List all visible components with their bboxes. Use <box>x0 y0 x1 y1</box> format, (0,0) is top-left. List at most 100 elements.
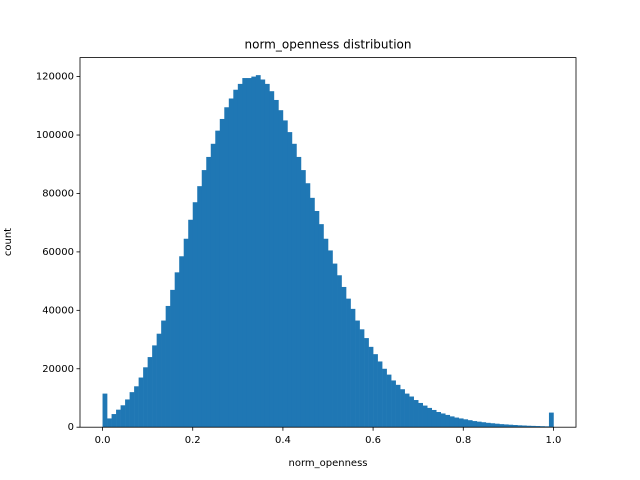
bar <box>291 143 297 428</box>
bar <box>427 407 433 428</box>
bar <box>210 143 216 428</box>
bar <box>481 422 487 428</box>
bar <box>409 396 414 428</box>
bar <box>535 426 541 428</box>
bar <box>309 197 315 428</box>
chart-title: norm_openness distribution <box>245 38 412 52</box>
bar <box>404 393 410 428</box>
bar <box>111 414 117 428</box>
bar <box>517 425 523 428</box>
bar <box>364 338 369 428</box>
bar <box>391 380 396 428</box>
bar <box>350 308 356 428</box>
bar <box>224 107 230 428</box>
bar <box>296 156 302 428</box>
bar <box>368 346 374 428</box>
bar <box>134 386 139 428</box>
bar <box>107 418 112 428</box>
bar <box>539 426 545 428</box>
bar <box>494 423 500 428</box>
bar <box>490 423 496 428</box>
bar <box>328 250 333 428</box>
y-axis-label: count <box>3 228 14 256</box>
bar <box>183 238 189 428</box>
bar <box>282 120 288 428</box>
bar <box>201 170 207 428</box>
x-tick-label: 0.6 <box>365 435 381 446</box>
bar <box>418 402 423 428</box>
bar <box>170 289 175 428</box>
bar <box>125 399 130 428</box>
bar <box>359 329 365 428</box>
bar <box>400 389 405 428</box>
bar <box>192 202 198 428</box>
bar <box>526 425 532 428</box>
bar <box>454 417 460 428</box>
bar <box>215 130 221 428</box>
bar <box>287 132 293 428</box>
bar <box>300 170 306 428</box>
bar <box>174 272 180 428</box>
bar <box>129 392 135 428</box>
bar <box>355 320 360 428</box>
bar <box>323 238 329 428</box>
bar <box>508 424 514 428</box>
bar <box>228 98 234 428</box>
bar <box>219 118 225 428</box>
y-tick-label: 120000 <box>36 72 74 83</box>
bar <box>386 374 392 428</box>
bar <box>179 256 185 428</box>
bar <box>237 83 243 428</box>
bar <box>188 219 194 428</box>
bar <box>521 425 527 428</box>
x-tick-label: 0.2 <box>185 435 201 446</box>
bar <box>156 333 162 428</box>
bar <box>278 110 284 428</box>
bar <box>165 305 171 428</box>
y-tick-label: 0 <box>68 422 74 433</box>
bar <box>260 79 266 428</box>
axes-frame <box>79 57 577 428</box>
x-axis-label: norm_openness <box>289 458 368 469</box>
y-tick-label: 60000 <box>42 247 74 258</box>
bar <box>472 421 478 428</box>
bar <box>273 99 279 428</box>
bar <box>463 419 469 428</box>
bar <box>512 425 518 428</box>
x-tick-label: 0.4 <box>275 435 291 446</box>
bar <box>318 224 324 428</box>
bar <box>530 425 536 428</box>
bar <box>476 421 482 428</box>
bar <box>436 412 442 428</box>
x-tick-label: 0.8 <box>455 435 471 446</box>
y-tick-label: 20000 <box>42 364 74 375</box>
bar <box>206 156 212 428</box>
bar <box>467 420 473 428</box>
bar <box>422 405 428 428</box>
bar <box>544 426 550 428</box>
bar <box>314 210 320 428</box>
bar <box>251 76 257 428</box>
bar <box>332 263 338 428</box>
bar <box>246 78 252 428</box>
y-tick-label: 80000 <box>42 188 74 199</box>
bar <box>197 186 203 428</box>
bar <box>373 354 378 428</box>
bar <box>255 75 261 428</box>
bar <box>264 83 270 428</box>
bar <box>449 416 455 428</box>
bar <box>413 400 419 428</box>
bar <box>337 275 342 428</box>
bar <box>305 183 311 428</box>
bar <box>233 89 239 428</box>
bar <box>440 413 446 428</box>
bar <box>242 78 248 428</box>
bar <box>341 286 347 428</box>
bar <box>116 409 121 428</box>
bar <box>346 298 351 428</box>
bar <box>382 368 387 428</box>
bar <box>120 405 126 428</box>
bar <box>395 384 401 428</box>
bar <box>377 361 383 428</box>
x-tick-label: 1.0 <box>546 435 562 446</box>
